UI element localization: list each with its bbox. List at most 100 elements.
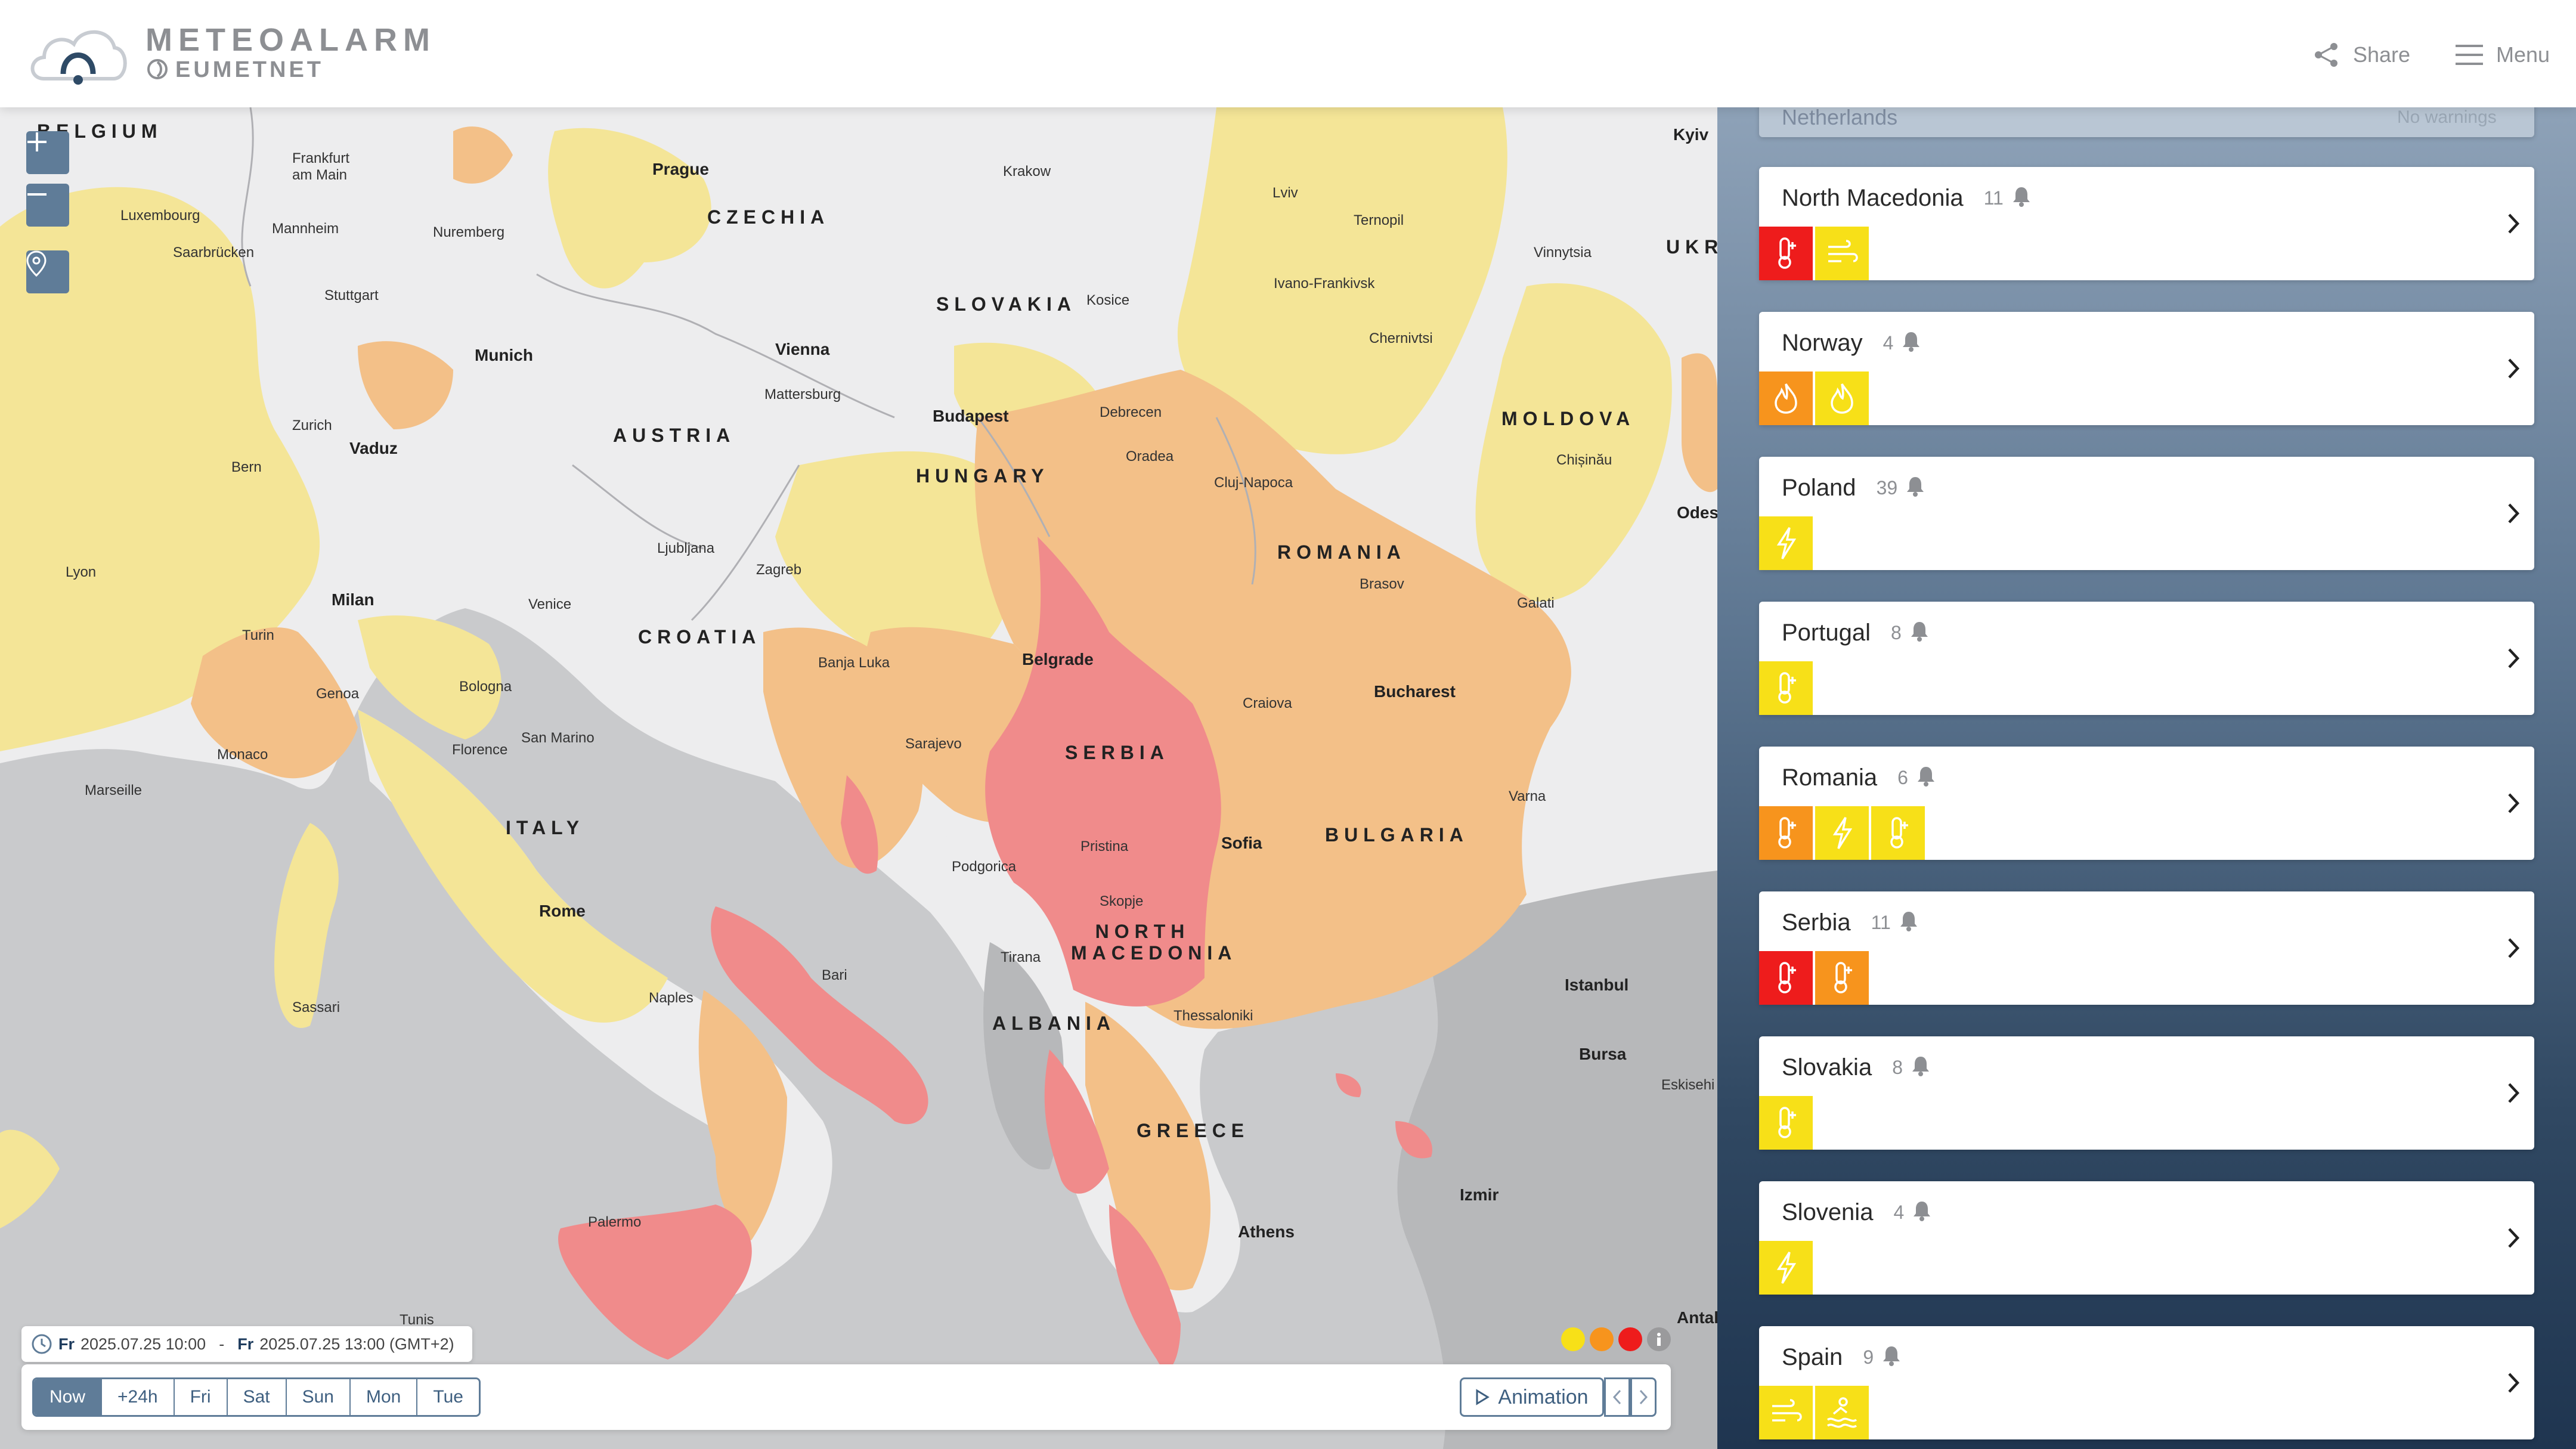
high-temperature-icon[interactable] (1759, 951, 1813, 1005)
high-temperature-icon[interactable] (1815, 951, 1869, 1005)
city-label: Palermo (588, 1214, 642, 1230)
city-label: Belgrade (1022, 650, 1094, 668)
chevron-right-icon[interactable] (2504, 355, 2522, 382)
chevron-right-icon[interactable] (2504, 500, 2522, 527)
city-label: Milan (332, 590, 374, 609)
country-label: GREECE (1137, 1120, 1250, 1141)
country-card[interactable]: Slovakia 8 (1759, 1036, 2534, 1150)
city-label: Galati (1517, 595, 1555, 611)
warning-count: 39 (1877, 475, 1925, 501)
zoom-in-button[interactable] (26, 131, 69, 174)
chevron-right-icon[interactable] (2504, 1079, 2522, 1107)
country-card[interactable]: North Macedonia 11 (1759, 167, 2534, 280)
city-label: Ljubljana (657, 540, 715, 556)
previous-step-button[interactable] (1604, 1377, 1630, 1417)
city-label: Zagreb (756, 562, 802, 578)
city-label: Krakow (1003, 163, 1051, 179)
city-label: Nuremberg (433, 224, 505, 240)
thunderstorm-icon[interactable] (1759, 516, 1813, 570)
country-warning-list[interactable]: Netherlands No warnings North Macedonia 1… (1717, 107, 2576, 1449)
warning-count-value: 6 (1897, 767, 1908, 788)
city-label: Skopje (1100, 893, 1144, 909)
tab-now[interactable]: Now (34, 1379, 103, 1415)
wind-icon[interactable] (1759, 1386, 1813, 1439)
chevron-right-icon[interactable] (2504, 1369, 2522, 1397)
high-temperature-icon[interactable] (1759, 227, 1813, 280)
tab-plus-24h[interactable]: +24h (102, 1379, 175, 1415)
warning-count-value: 4 (1893, 1202, 1905, 1223)
warning-count-value: 4 (1883, 332, 1894, 354)
chevron-right-icon[interactable] (2504, 645, 2522, 672)
country-card[interactable]: Romania 6 (1759, 747, 2534, 860)
city-label: Chernivtsi (1369, 330, 1433, 346)
high-temperature-icon[interactable] (1759, 661, 1813, 715)
tab-mon[interactable]: Mon (351, 1379, 418, 1415)
zoom-out-button[interactable] (26, 184, 69, 227)
country-card[interactable]: Serbia 11 (1759, 891, 2534, 1005)
bell-icon (1912, 1200, 1931, 1226)
city-label: Oradea (1126, 448, 1174, 465)
no-warnings-label: No warnings (2397, 107, 2497, 127)
chevron-right-icon[interactable] (2504, 210, 2522, 237)
city-label: Izmir (1460, 1185, 1499, 1204)
chevron-right-icon[interactable] (2504, 934, 2522, 962)
share-button[interactable]: Share (2312, 37, 2410, 73)
country-card[interactable]: Norway 4 (1759, 312, 2534, 425)
tab-sun[interactable]: Sun (286, 1379, 351, 1415)
top-header: METEOALARM EUMETNET Share Menu (0, 0, 2576, 107)
city-label: Mannheim (272, 221, 339, 237)
country-card[interactable]: Poland 39 (1759, 457, 2534, 570)
warning-map[interactable]: BELGIUM CZECHIA SLOVAKIA UKR AUSTRIA MOL… (0, 107, 1717, 1449)
country-card-header: Portugal 8 (1782, 620, 1929, 646)
country-card-partial[interactable]: Netherlands No warnings (1759, 107, 2534, 137)
thunderstorm-icon[interactable] (1759, 1241, 1813, 1295)
high-temperature-icon[interactable] (1871, 806, 1925, 860)
bell-icon (2012, 185, 2031, 212)
share-label: Share (2353, 42, 2411, 67)
warning-icons (1759, 227, 1869, 280)
country-card[interactable]: Portugal 8 (1759, 602, 2534, 715)
chevron-right-icon[interactable] (2504, 789, 2522, 817)
bell-icon (1910, 620, 1929, 646)
city-label: Bucharest (1374, 682, 1456, 701)
tab-tue[interactable]: Tue (417, 1379, 479, 1415)
country-name: Spain (1782, 1344, 1843, 1370)
country-label: AUSTRIA (613, 425, 736, 446)
forest-fire-icon[interactable] (1759, 371, 1813, 425)
high-temperature-icon[interactable] (1759, 1096, 1813, 1150)
warning-count-value: 9 (1863, 1346, 1874, 1368)
city-label: Frankfurt am Main (292, 150, 350, 183)
info-icon[interactable] (1647, 1327, 1671, 1351)
city-label: Brasov (1360, 576, 1404, 592)
meteoalarm-logo[interactable]: METEOALARM EUMETNET (26, 19, 430, 91)
locate-button[interactable] (26, 250, 69, 293)
chevron-right-icon[interactable] (2504, 1224, 2522, 1252)
hamburger-icon (2456, 45, 2483, 65)
city-label: Vaduz (349, 439, 398, 457)
bell-icon (1882, 1345, 1901, 1371)
wind-icon[interactable] (1815, 227, 1869, 280)
share-icon (2315, 43, 2337, 67)
menu-button[interactable]: Menu (2456, 37, 2550, 73)
tab-fri[interactable]: Fri (174, 1379, 228, 1415)
country-label: BULGARIA (1325, 824, 1469, 846)
country-card-header: Romania 6 (1782, 764, 1936, 791)
city-label: Bari (822, 967, 847, 983)
country-card[interactable]: Slovenia 4 (1759, 1181, 2534, 1295)
high-temperature-icon[interactable] (1759, 806, 1813, 860)
country-label: SERBIA (1065, 742, 1169, 763)
city-label: Prague (652, 160, 709, 178)
city-label: Lviv (1272, 185, 1298, 201)
next-step-button[interactable] (1630, 1377, 1657, 1417)
country-card[interactable]: Spain 9 (1759, 1326, 2534, 1439)
warning-count-value: 8 (1890, 622, 1902, 643)
tab-sat[interactable]: Sat (227, 1379, 287, 1415)
city-label: Turin (242, 627, 274, 643)
coastal-event-icon[interactable] (1815, 1386, 1869, 1439)
warning-count-value: 8 (1892, 1057, 1903, 1078)
city-label: Varna (1509, 788, 1546, 804)
thunderstorm-icon[interactable] (1815, 806, 1869, 860)
animation-button[interactable]: Animation (1460, 1377, 1604, 1417)
forest-fire-icon[interactable] (1815, 371, 1869, 425)
warning-count: 8 (1892, 1055, 1930, 1081)
